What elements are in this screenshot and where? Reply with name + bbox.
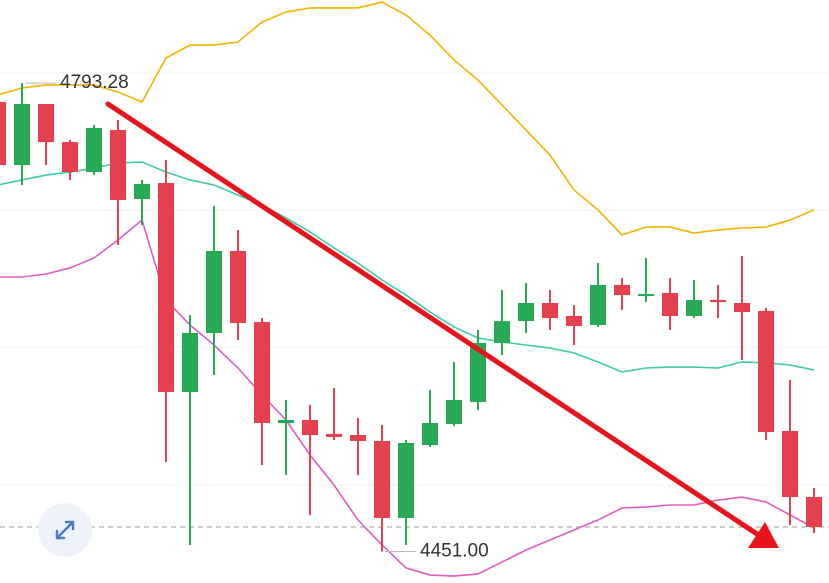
candle-body <box>38 104 54 143</box>
annotation-label: 4793.28 <box>60 72 129 93</box>
indicator-line <box>0 218 815 577</box>
annotation-label: 4451.00 <box>420 541 489 562</box>
candle-body <box>758 310 774 433</box>
trend-line <box>105 101 763 539</box>
arrow-head <box>748 522 779 548</box>
candle-body <box>734 302 750 313</box>
candle-body <box>542 302 558 319</box>
candle-body <box>206 250 222 333</box>
candle-body <box>230 250 246 323</box>
candle-body <box>662 293 678 316</box>
expand-icon[interactable] <box>55 520 75 540</box>
candle-body <box>110 130 126 200</box>
candle-body <box>278 420 294 424</box>
candle-body <box>446 400 462 424</box>
candle-body <box>374 440 390 518</box>
candle-body <box>422 423 438 446</box>
background-grid <box>0 72 829 486</box>
candle-body <box>302 420 318 436</box>
candle-body <box>806 497 822 528</box>
candle-body <box>686 299 702 316</box>
candle-body <box>710 299 726 303</box>
candle-body <box>518 302 534 322</box>
trend-arrow <box>105 101 779 548</box>
candle-body <box>158 182 174 392</box>
candle-body <box>494 321 510 343</box>
candle-body <box>782 430 798 498</box>
candle-body <box>254 322 270 424</box>
candle-body <box>86 127 102 173</box>
expand-button[interactable] <box>38 503 92 557</box>
candle-body <box>14 104 30 166</box>
candle-body <box>638 293 654 297</box>
candle-body <box>134 183 150 199</box>
indicator-line <box>0 161 815 373</box>
candle-body <box>182 332 198 392</box>
candle-body <box>566 315 582 326</box>
candle-body <box>0 101 6 166</box>
candle-body <box>326 433 342 437</box>
candle-body <box>590 284 606 326</box>
candle-body <box>398 442 414 518</box>
indicator-line <box>0 1 815 236</box>
candle-body <box>62 142 78 173</box>
candle-body <box>470 342 486 402</box>
candle-body <box>350 435 366 441</box>
candle-body <box>614 284 630 296</box>
